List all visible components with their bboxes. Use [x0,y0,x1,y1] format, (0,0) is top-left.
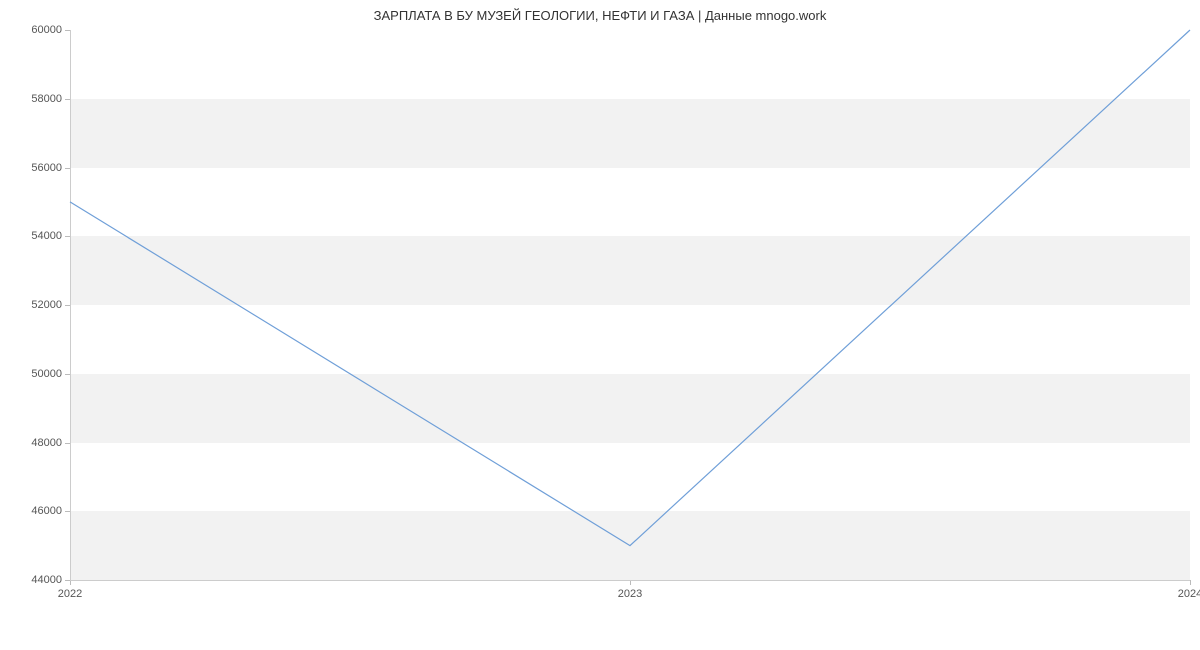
y-tick-label: 54000 [2,230,62,242]
x-tick-label: 2024 [1178,588,1200,600]
plot-area [70,30,1190,580]
x-axis-line [70,580,1190,581]
y-tick-label: 60000 [2,24,62,36]
line-layer [70,30,1190,580]
y-tick-label: 58000 [2,93,62,105]
y-tick-label: 50000 [2,368,62,380]
series-line-salary [70,30,1190,546]
y-tick-label: 52000 [2,299,62,311]
x-tick-mark [1190,580,1191,585]
x-tick-label: 2022 [58,588,82,600]
y-tick-label: 44000 [2,574,62,586]
y-tick-label: 46000 [2,505,62,517]
chart-container: ЗАРПЛАТА В БУ МУЗЕЙ ГЕОЛОГИИ, НЕФТИ И ГА… [0,0,1200,650]
y-tick-label: 56000 [2,162,62,174]
chart-title: ЗАРПЛАТА В БУ МУЗЕЙ ГЕОЛОГИИ, НЕФТИ И ГА… [0,8,1200,23]
x-tick-label: 2023 [618,588,642,600]
y-tick-label: 48000 [2,437,62,449]
